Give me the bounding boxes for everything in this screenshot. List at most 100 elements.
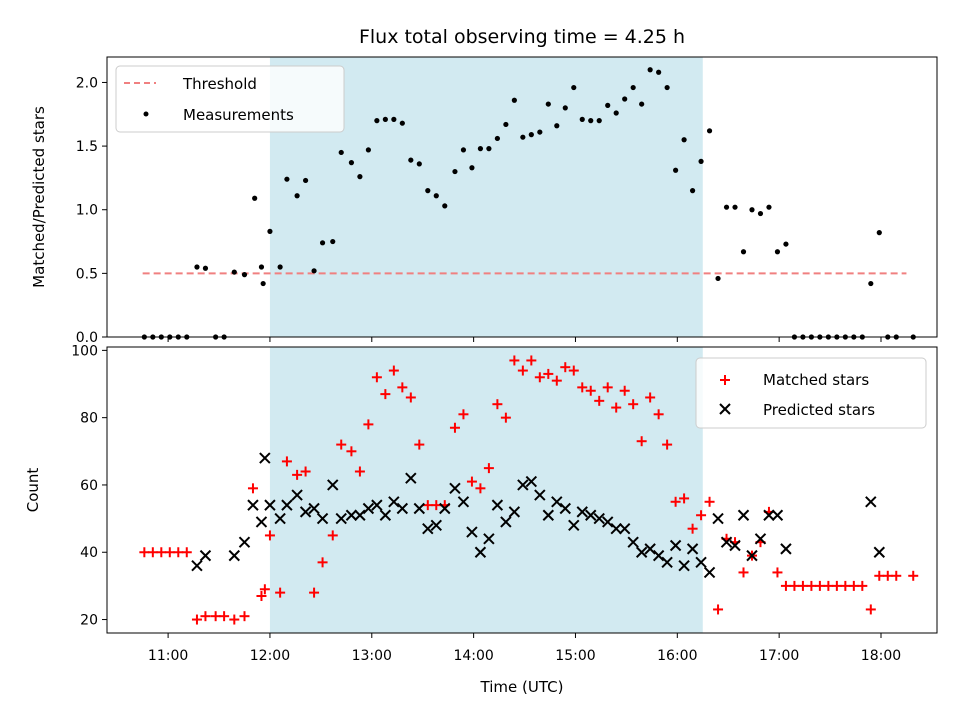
predicted-star-stroke-b [873, 546, 885, 558]
predicted-star-stroke-b [335, 512, 347, 525]
matched-star-point [594, 395, 605, 406]
x-tick-label: 13:00 [352, 648, 392, 664]
predicted-star-stroke-b [274, 512, 286, 525]
predicted-star-point [388, 496, 400, 508]
matched-star-point [636, 436, 647, 447]
predicted-star-stroke-b [627, 536, 639, 548]
measurement-point [338, 149, 344, 156]
measurement-point [774, 249, 781, 255]
predicted-star-point [483, 533, 495, 545]
predicted-star-stroke-b [652, 549, 665, 562]
predicted-star-point [669, 539, 682, 552]
measurement-point [664, 84, 670, 91]
predicted-star-point [712, 512, 724, 525]
measurement-point [416, 161, 422, 167]
bottom-panel: 20 40 60 80 100 11:00 12:00 13:00 14:00 15:00 16:0… [24, 343, 938, 696]
matched-star-point [156, 547, 167, 558]
predicted-star-stroke-b [763, 509, 775, 521]
predicted-star-stroke-b [449, 482, 461, 495]
bottom-plot-frame [106, 346, 938, 634]
predicted-star-point [491, 499, 504, 511]
bottom-legend-box [695, 357, 927, 429]
predicted-star-point [466, 526, 478, 538]
matched-star-point [823, 580, 834, 591]
matched-star-point [840, 580, 851, 591]
predicted-star-point [413, 502, 426, 515]
predicted-star-stroke-b [500, 516, 512, 528]
matched-star-point [300, 466, 311, 477]
x-tick-label: 18:00 [861, 648, 901, 664]
measurements-legend-label: Measurements [183, 106, 294, 124]
measurement-point [740, 249, 747, 255]
predicted-star-point [661, 556, 673, 569]
matched-star-point [309, 587, 320, 598]
measurement-point [613, 110, 619, 116]
predicted-star-stroke-b [678, 559, 690, 572]
predicted-star-stroke-b [379, 509, 392, 521]
matched-star-point [173, 547, 184, 558]
measurement-point [469, 165, 475, 171]
measurement-point [391, 116, 397, 122]
measurement-point [494, 135, 500, 142]
predicted-star-point [652, 549, 665, 562]
predicted-star-stroke-b [508, 506, 521, 518]
predicted-star-point [238, 536, 251, 548]
matched-star-point [483, 463, 494, 474]
measurement-point [202, 265, 209, 271]
measurement-point [579, 116, 585, 122]
measurement-point [732, 204, 738, 210]
matched-star-point [247, 483, 258, 494]
predicted-star-point [199, 549, 212, 562]
predicted-star-stroke-b [247, 499, 259, 511]
matched-star-point [449, 422, 460, 433]
measurement-point [374, 118, 380, 124]
top-y-tick-label: 1.5 [76, 139, 98, 155]
predicted-star-stroke-b [754, 533, 767, 545]
bottom-y-tick-label: 100 [71, 343, 98, 359]
predicted-star-point [362, 502, 375, 515]
predicted-star-point [763, 509, 775, 521]
measurement-point [554, 123, 560, 129]
predicted-star-stroke-b [255, 516, 268, 528]
predicted-star-stroke-b [729, 539, 741, 552]
measurement-point [749, 207, 755, 213]
x-tick-label: 14:00 [453, 648, 493, 664]
measurement-point [876, 230, 882, 236]
predicted-star-stroke-b [542, 509, 555, 521]
top-y-tick-label: 1.0 [76, 203, 98, 219]
predicted-star-point [585, 509, 597, 521]
matched-star-point [336, 439, 347, 450]
matched-star-point [422, 500, 433, 511]
matched-star-point [256, 590, 267, 601]
predicted-star-stroke-b [405, 472, 417, 484]
predicted-legend-label: Predicted stars [763, 401, 875, 419]
predicted-star-stroke-b [362, 502, 375, 515]
matched-star-point [264, 530, 275, 541]
predicted-star-point [720, 536, 733, 548]
predicted-star-point [508, 506, 521, 518]
measurement-point [639, 101, 645, 107]
matched-star-point [891, 570, 902, 581]
predicted-star-stroke-b [559, 502, 571, 515]
matched-star-point [713, 604, 724, 615]
predicted-star-point [551, 496, 563, 508]
x-axis-label: Time (UTC) [480, 678, 564, 696]
predicted-star-stroke-b [291, 489, 303, 501]
predicted-star-point [274, 512, 286, 525]
bottom-y-tick-label: 20 [80, 613, 98, 629]
matched-star-point [164, 547, 175, 558]
predicted-legend-marker [719, 403, 731, 415]
predicted-star-stroke-b [635, 546, 648, 558]
predicted-star-point [335, 512, 347, 525]
top-legend-box [115, 65, 345, 133]
predicted-star-stroke-b [345, 509, 358, 521]
predicted-star-stroke-b [474, 546, 487, 558]
measurement-point [277, 264, 283, 270]
matched-star-point [585, 385, 596, 396]
matched-star-point [848, 580, 859, 591]
predicted-star-stroke-b [354, 509, 366, 521]
measurement-point [562, 105, 568, 111]
matched-star-point [292, 469, 303, 480]
predicted-star-stroke-b [695, 556, 707, 569]
predicted-star-stroke-b [259, 452, 271, 464]
